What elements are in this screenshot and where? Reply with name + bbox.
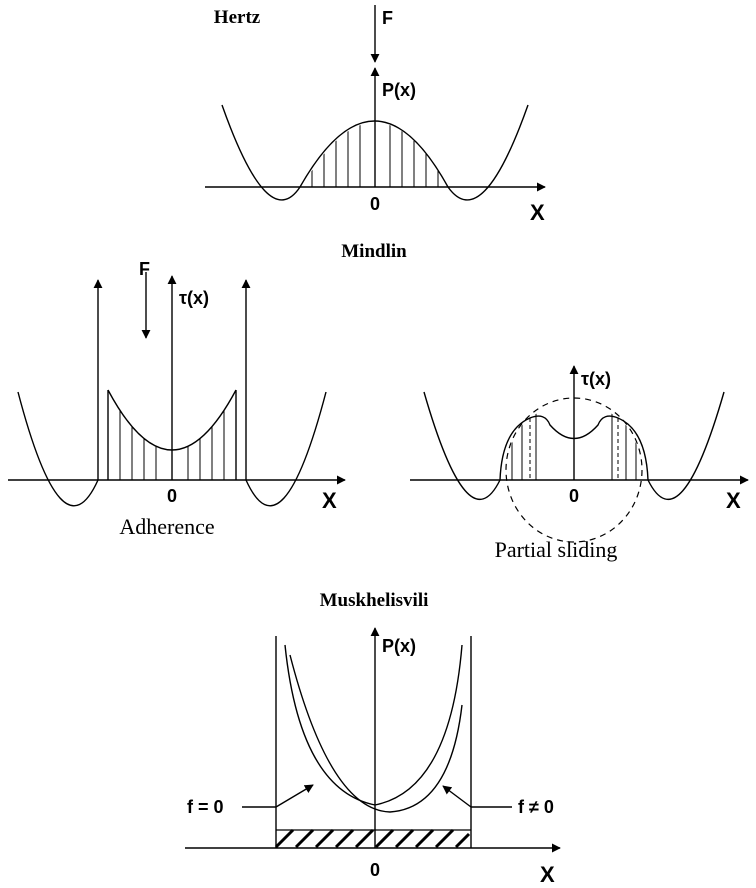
hertz-title: Hertz [214,7,261,28]
mindlin-title: Mindlin [341,241,407,262]
adherence-x-axis-label: X [322,488,337,513]
label-f-zero-arrow [275,784,314,808]
mindlin-partial-sliding-panel: X 0 τ(x) Partial sliding [410,365,749,562]
adherence-shear-label: τ(x) [179,288,209,308]
muskhelisvili-curve-f-zero [284,644,463,806]
muskhelisvili-pressure-label: P(x) [382,636,416,656]
hertz-origin-label: 0 [370,194,380,214]
adherence-shear-distribution [107,389,237,451]
partial-sliding-body-profile-left [423,391,501,501]
hertz-pressure-label: P(x) [382,80,416,100]
hertz-body-profile-right [447,104,529,201]
muskhelisvili-curve-f-nonzero [289,654,463,813]
adherence-body-profile-left [17,391,99,507]
partial-sliding-body-profile-right [647,391,725,501]
label-f-nonzero-arrow [442,785,472,808]
adherence-origin-label: 0 [167,486,177,506]
adherence-caption: Adherence [119,514,214,539]
adherence-body-profile-right [245,391,327,507]
label-f-nonzero: f ≠ 0 [518,797,554,817]
partial-sliding-x-axis-label: X [726,488,741,513]
muskhelisvili-title: Muskhelisvili [320,590,429,611]
muskhelisvili-panel: Muskhelisvili X 0 P(x) f = 0 [185,590,561,887]
hertz-pressure-distribution [299,120,449,188]
hertz-panel: Hertz F P(x) X 0 [205,5,546,225]
partial-sliding-shear-label: τ(x) [581,369,611,389]
label-f-zero: f = 0 [187,797,224,817]
hertz-x-axis-label: X [530,200,545,225]
partial-sliding-caption: Partial sliding [495,537,618,562]
muskhelisvili-punch-base-hatching [274,828,471,849]
hertz-body-profile-left [221,104,301,201]
mindlin-adherence-panel: X 0 F τ(x) Adherence [8,259,346,539]
muskhelisvili-x-axis-label: X [540,862,555,887]
partial-sliding-shear-distribution [499,415,649,481]
hertz-force-label: F [382,8,393,28]
adherence-force-label: F [139,259,150,279]
partial-sliding-dashed-hertz-circle [505,397,643,543]
muskhelisvili-origin-label: 0 [370,860,380,880]
partial-sliding-origin-label: 0 [569,486,579,506]
